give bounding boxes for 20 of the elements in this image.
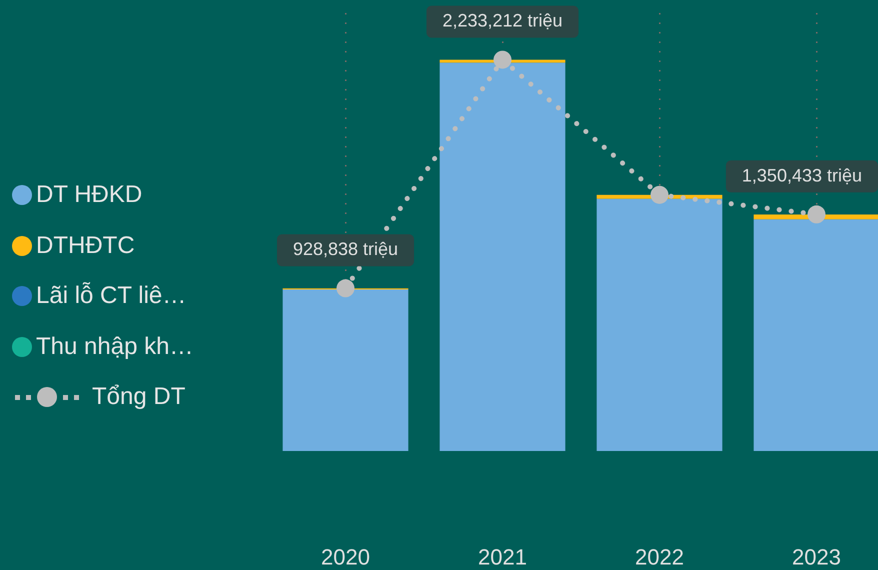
- legend-label: Thu nhập kh…: [36, 332, 194, 361]
- legend-label: DTHĐTC: [36, 232, 135, 260]
- point: [336, 279, 354, 298]
- data-label: 928,838 triệu: [292, 239, 398, 260]
- point: [494, 50, 512, 69]
- point: [650, 186, 668, 204]
- bar: [754, 219, 878, 451]
- data-label: 1,350,433 triệu: [742, 165, 862, 186]
- x-tick-label: 2021: [478, 544, 527, 570]
- data-label: 2,233,212 triệu: [442, 10, 563, 31]
- point: [808, 205, 826, 224]
- legend-label: Tổng DT: [92, 383, 186, 412]
- bar: [440, 62, 566, 451]
- x-tick-label: 2020: [321, 544, 370, 570]
- legend-label: Lãi lỗ CT liê…: [36, 282, 186, 310]
- legend-label: DT HĐKD: [36, 181, 142, 210]
- bar: [282, 289, 408, 451]
- x-tick-label: 2023: [792, 544, 841, 570]
- bar: [596, 198, 722, 451]
- x-tick-label: 2022: [635, 544, 684, 570]
